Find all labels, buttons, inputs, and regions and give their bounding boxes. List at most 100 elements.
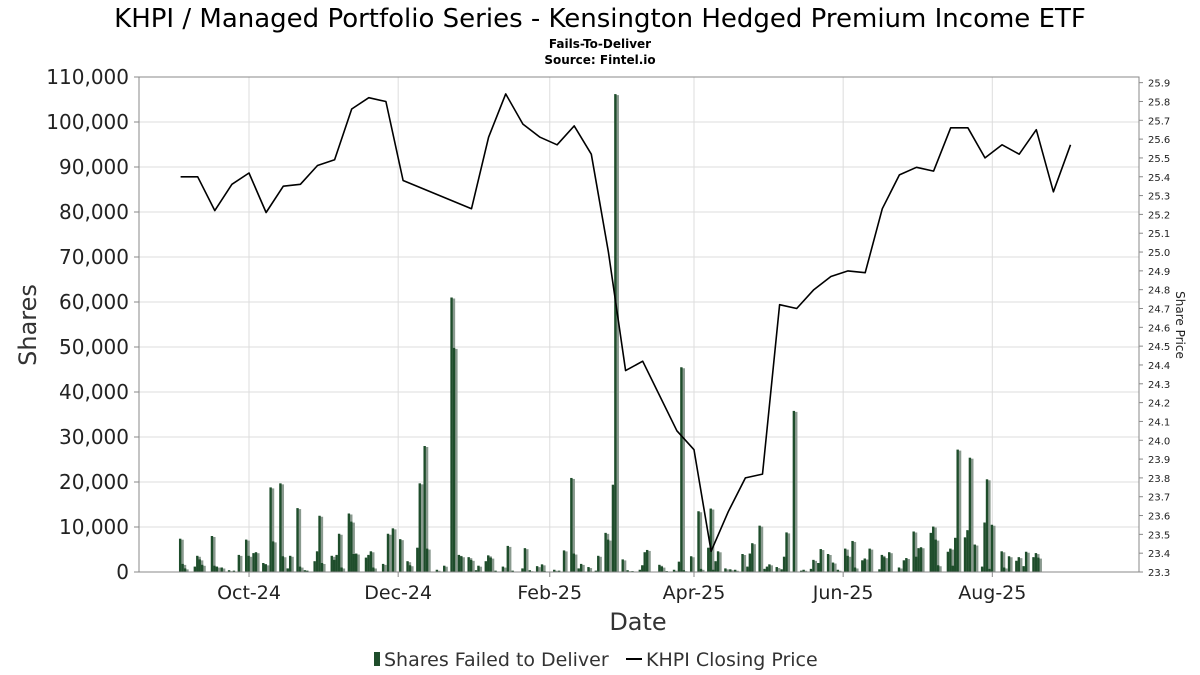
ftd-bar-shadow <box>814 560 818 572</box>
ftd-bar <box>1037 557 1040 572</box>
ftd-bar <box>381 563 385 572</box>
x-tick-label: Apr-25 <box>663 582 726 604</box>
y-axis-label: Shares <box>14 284 42 366</box>
ftd-bar-shadow <box>249 556 253 572</box>
ftd-bar <box>765 566 769 572</box>
y2-tick-label: 23.8 <box>1148 474 1170 485</box>
ftd-bar-shadow <box>787 533 791 572</box>
ftd-bar <box>487 555 490 572</box>
x-axis-label: Date <box>609 608 666 636</box>
ftd-bar <box>237 554 241 572</box>
ftd-bar <box>751 543 754 572</box>
chart-source: Source: Fintel.io <box>544 53 655 67</box>
ftd-bar <box>792 410 796 572</box>
ftd-bar <box>467 557 470 572</box>
ftd-bar <box>484 561 487 572</box>
ftd-bar <box>954 537 957 572</box>
ftd-bar <box>799 570 803 572</box>
ftd-bar <box>315 551 319 572</box>
x-axis-ticks: Oct-24 Dec-24 Feb-25 Apr-25 Jun-25 Aug-25 <box>217 572 1026 604</box>
y2-tick-label: 23.7 <box>1148 493 1170 504</box>
ftd-bar <box>861 560 864 572</box>
ftd-bar-shadow <box>342 568 346 572</box>
ftd-bar-shadow <box>425 447 429 572</box>
ftd-bar-shadow <box>503 567 507 572</box>
ftd-bar <box>929 532 932 572</box>
ftd-bar <box>347 513 351 572</box>
ftd-bar <box>443 565 446 572</box>
ftd-bar <box>367 554 370 572</box>
ftd-bar-shadow <box>865 559 869 572</box>
x-tick-label: Aug-25 <box>958 582 1026 604</box>
x-tick-label: Jun-25 <box>812 582 874 604</box>
legend-label-ftd: Shares Failed to Deliver <box>384 649 609 671</box>
y2-tick-label: 25.2 <box>1148 210 1170 221</box>
ftd-bar <box>296 508 299 572</box>
ftd-bar <box>244 539 248 572</box>
ftd-bar <box>570 477 573 572</box>
ftd-bar <box>851 540 854 572</box>
ftd-bar-shadow <box>186 569 189 572</box>
ftd-bar <box>252 553 255 572</box>
ftd-bar <box>232 570 236 572</box>
ftd-bar-shadow <box>479 566 483 572</box>
ftd-bar-shadow <box>217 567 221 572</box>
y2-tick-label: 25.9 <box>1148 79 1170 90</box>
ftd-bar <box>768 564 771 572</box>
ftd-bar-shadow <box>726 569 729 572</box>
ftd-bar <box>181 563 184 572</box>
ftd-bar <box>196 555 199 572</box>
ftd-bar <box>535 566 539 572</box>
y-tick-label: 110,000 <box>46 65 129 89</box>
y-tick-label: 20,000 <box>59 470 129 494</box>
ftd-bar-shadow <box>907 559 910 572</box>
y2-tick-label: 25.0 <box>1148 248 1170 259</box>
ftd-bar <box>553 569 556 572</box>
y-tick-label: 30,000 <box>59 425 129 449</box>
ftd-bar-shadow <box>212 537 216 572</box>
ftd-bar <box>330 555 333 572</box>
ftd-bar <box>264 564 267 572</box>
ftd-bar <box>450 297 453 572</box>
y2-tick-label: 23.9 <box>1148 455 1170 466</box>
ftd-bar <box>868 548 871 572</box>
ftd-bar <box>763 568 766 572</box>
ftd-bar <box>281 556 285 572</box>
ftd-bar <box>178 538 182 572</box>
ftd-bar-shadow <box>203 565 206 572</box>
ftd-bar <box>337 533 341 572</box>
ftd-bar <box>973 544 976 572</box>
ftd-bar <box>386 533 390 572</box>
ftd-bar-shadow <box>951 549 954 572</box>
ftd-bar <box>983 522 986 572</box>
ftd-bar-shadow <box>719 552 722 572</box>
y2-tick-label: 23.3 <box>1148 568 1170 579</box>
ftd-bar <box>335 554 338 572</box>
ftd-bar-shadow <box>699 512 703 572</box>
ftd-bar <box>905 558 908 572</box>
ftd-bar <box>1015 560 1018 572</box>
ftd-bar <box>844 548 847 572</box>
ftd-bar <box>611 484 615 572</box>
ftd-bar <box>1007 556 1011 572</box>
ftd-bar-shadow <box>322 564 326 572</box>
ftd-bar <box>511 570 514 572</box>
legend: Shares Failed to Deliver KHPI Closing Pr… <box>374 649 818 671</box>
y2-axis-label: Share Price <box>1173 291 1187 359</box>
ftd-bar <box>968 457 972 572</box>
y2-tick-label: 24.9 <box>1148 267 1170 278</box>
ftd-bar-shadow <box>870 549 874 572</box>
ftd-bar <box>672 569 676 572</box>
ftd-bar <box>597 555 600 572</box>
ftd-bar <box>352 554 355 572</box>
y2-tick-label: 24.4 <box>1148 361 1170 372</box>
ftd-bar-shadow <box>975 545 979 572</box>
ftd-bar-shadow <box>320 516 324 572</box>
ftd-bar <box>460 556 463 572</box>
ftd-bar <box>247 555 250 572</box>
ftd-bar <box>956 449 959 572</box>
ftd-bar-shadow <box>298 509 302 572</box>
ftd-bar <box>269 487 272 572</box>
ftd-bar-shadow <box>371 552 375 572</box>
ftd-bar <box>606 539 610 572</box>
